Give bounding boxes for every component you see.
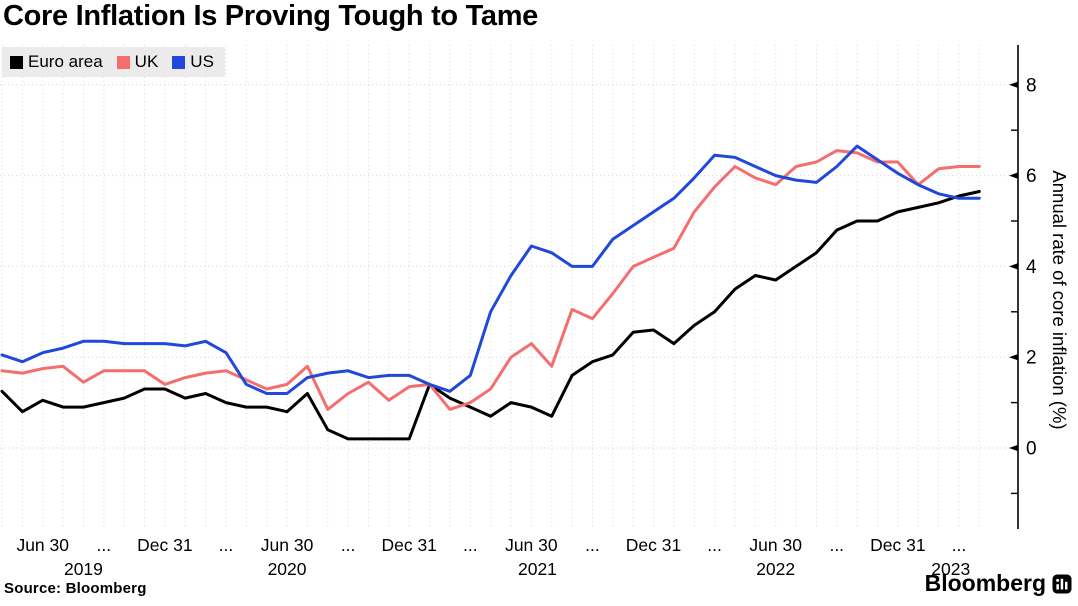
legend-label-euro-area: Euro area [28, 52, 103, 71]
x-tick-label: Dec 31 [381, 535, 436, 555]
bloomberg-logo: Bloomberg [925, 570, 1072, 597]
x-tick-label: Dec 31 [870, 535, 925, 555]
x-tick-label: ... [341, 535, 356, 555]
x-tick-label: ... [463, 535, 478, 555]
bloomberg-mark-icon [1052, 574, 1072, 593]
series-line-us [0, 144, 981, 395]
y-major-tick [1009, 354, 1018, 361]
x-tick-label: Dec 31 [626, 535, 681, 555]
x-tick-label: ... [829, 535, 844, 555]
x-tick-label: ... [707, 535, 722, 555]
x-year-label: 2020 [268, 559, 307, 579]
x-tick-label: ... [585, 535, 600, 555]
bloomberg-logo-text: Bloomberg [924, 570, 1046, 596]
x-tick-label: ... [97, 535, 112, 555]
y-axis-title: Annual rate of core inflation (%) [1049, 170, 1070, 429]
y-tick-label: 4 [1026, 257, 1037, 278]
x-tick-label: ... [952, 535, 967, 555]
y-tick-label: 0 [1026, 439, 1037, 460]
y-tick-label: 6 [1026, 166, 1037, 187]
legend: Euro area UK US [2, 47, 225, 77]
legend-item-us: US [172, 52, 214, 72]
x-tick-label: Jun 30 [16, 535, 69, 555]
series-line-euro-area [0, 190, 981, 441]
x-year-label: 2022 [756, 559, 795, 579]
x-tick-label: Jun 30 [749, 535, 802, 555]
source-note: Source: Bloomberg [4, 580, 147, 597]
y-tick-label: 8 [1026, 75, 1037, 96]
legend-item-uk: UK [116, 52, 159, 72]
legend-label-uk: UK [134, 52, 159, 71]
chart-title: Core Inflation Is Proving Tough to Tame [3, 0, 539, 32]
x-tick-label: Jun 30 [261, 535, 314, 555]
y-major-tick [1009, 81, 1018, 88]
y-major-tick [1009, 263, 1018, 270]
y-major-tick [1009, 444, 1018, 452]
x-year-label: 2021 [518, 559, 557, 579]
legend-swatch-us [172, 55, 186, 69]
x-tick-label: Jun 30 [505, 535, 558, 555]
legend-item-euro-area: Euro area [10, 52, 103, 72]
x-year-label: 2023 [931, 559, 970, 579]
legend-swatch-uk [116, 55, 130, 69]
y-tick-label: 2 [1026, 348, 1037, 369]
x-tick-label: ... [219, 535, 234, 555]
y-major-tick [1009, 172, 1018, 179]
x-year-label: 2019 [64, 559, 103, 579]
series-line-uk [0, 149, 981, 411]
x-tick-label: Dec 31 [137, 535, 192, 555]
legend-swatch-euro-area [10, 55, 23, 69]
legend-label-us: US [190, 52, 214, 71]
